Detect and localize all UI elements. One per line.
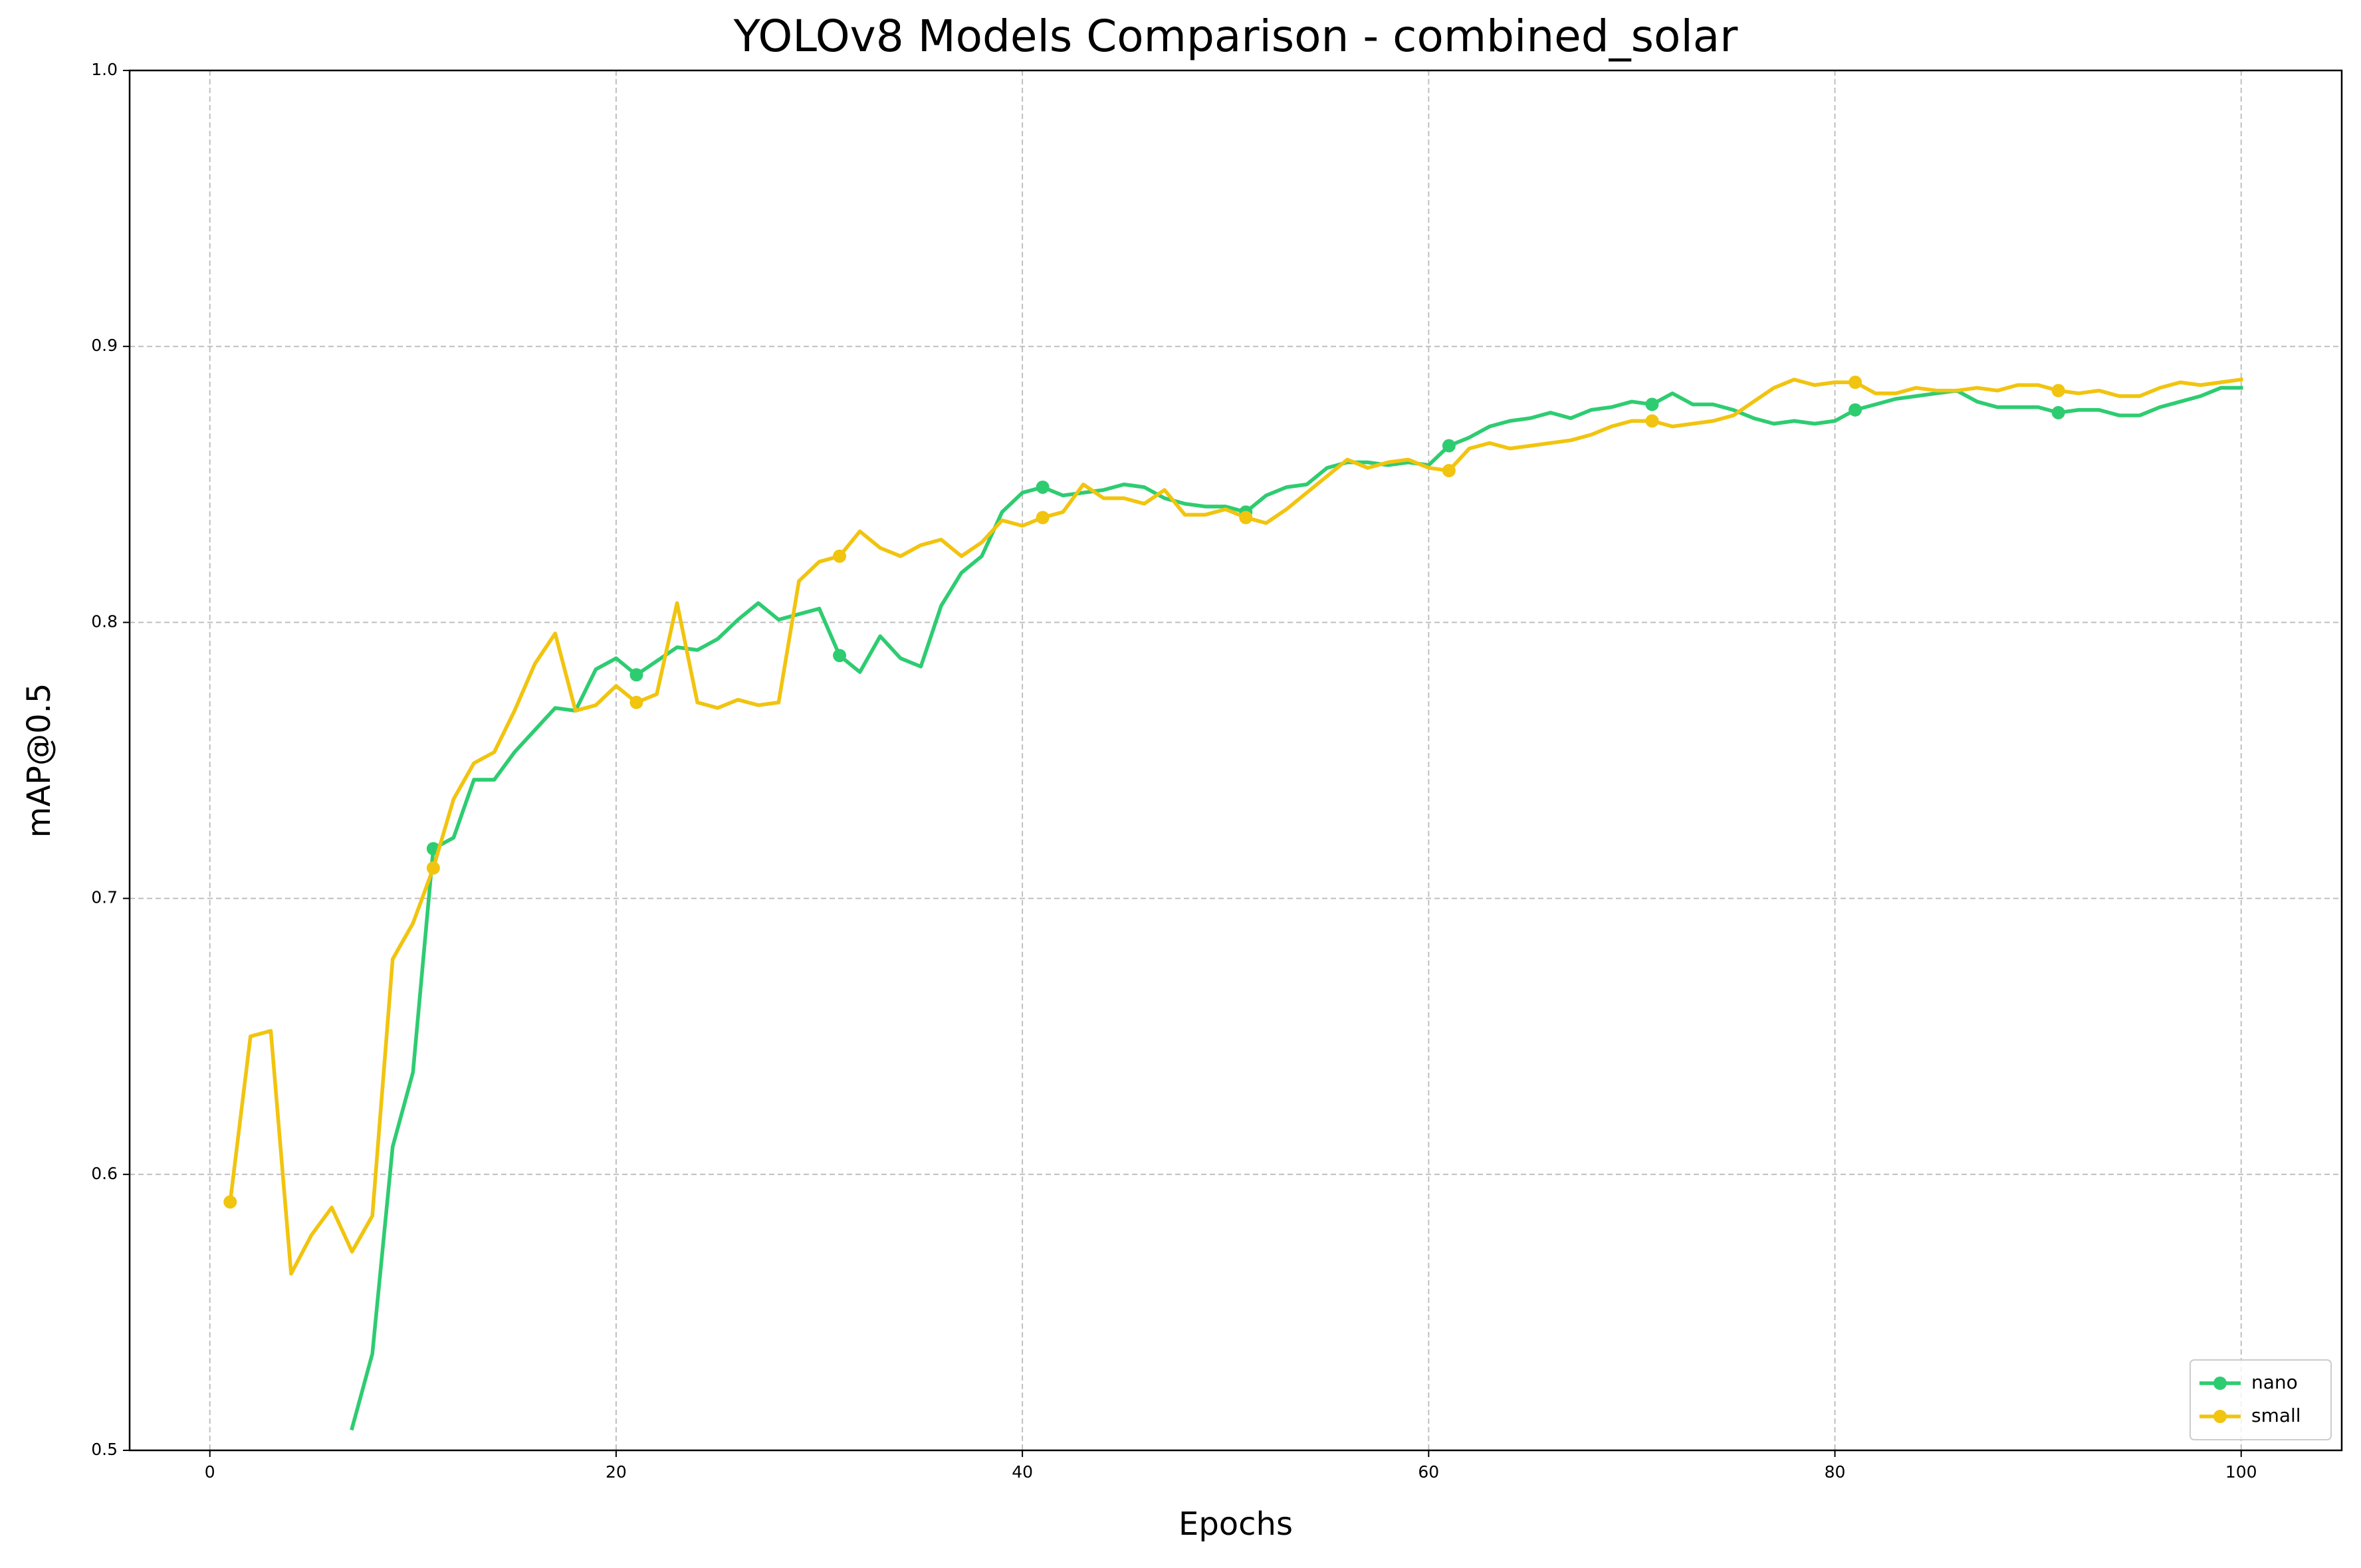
series-marker xyxy=(1442,439,1456,453)
axes-frame xyxy=(128,69,2343,1452)
y-tick-label: 0.9 xyxy=(91,336,118,355)
y-tick-label: 0.5 xyxy=(91,1440,118,1459)
y-tick-label: 0.7 xyxy=(91,888,118,907)
y-tick-label: 0.8 xyxy=(91,612,118,631)
x-tick-label: 20 xyxy=(606,1462,627,1482)
series-marker xyxy=(629,695,643,709)
legend-label: nano xyxy=(2251,1371,2298,1393)
series-marker xyxy=(426,861,440,875)
legend-marker xyxy=(2213,1377,2227,1390)
series-marker xyxy=(1442,464,1456,478)
series-marker xyxy=(833,549,847,563)
y-axis-label: mAP@0.5 xyxy=(21,683,58,838)
series-line xyxy=(228,377,2243,1276)
series-marker xyxy=(1036,480,1050,494)
x-tick-label: 40 xyxy=(1012,1462,1033,1482)
ticks: 0 20 40 60 80 100 0.5 0.6 0.7 0.8 0.9 1.0 xyxy=(91,60,2257,1482)
x-tick-label: 80 xyxy=(1825,1462,1846,1482)
x-axis-label: Epochs xyxy=(1179,1506,1293,1543)
legend-label: small xyxy=(2251,1404,2301,1426)
y-tick-label: 1.0 xyxy=(91,60,118,79)
y-tick-label: 0.6 xyxy=(91,1164,118,1183)
x-tick-label: 0 xyxy=(205,1462,215,1482)
legend: nano small xyxy=(2190,1359,2332,1440)
series-marker xyxy=(1849,403,1862,417)
series-marker xyxy=(1645,414,1659,428)
series-marker xyxy=(833,649,847,663)
plot-area xyxy=(223,376,2243,1431)
series-marker xyxy=(223,1195,237,1209)
series-marker xyxy=(2051,405,2065,419)
series-marker xyxy=(629,668,643,682)
series-marker xyxy=(1036,510,1050,524)
chart-title: YOLOv8 Models Comparison - combined_sola… xyxy=(733,11,1739,62)
series-marker xyxy=(1645,397,1659,411)
series-marker xyxy=(1239,510,1253,524)
series-marker xyxy=(2051,384,2065,397)
legend-marker xyxy=(2213,1410,2227,1423)
x-tick-label: 60 xyxy=(1418,1462,1439,1482)
series-marker xyxy=(1849,376,1862,390)
x-tick-label: 100 xyxy=(2225,1462,2257,1482)
